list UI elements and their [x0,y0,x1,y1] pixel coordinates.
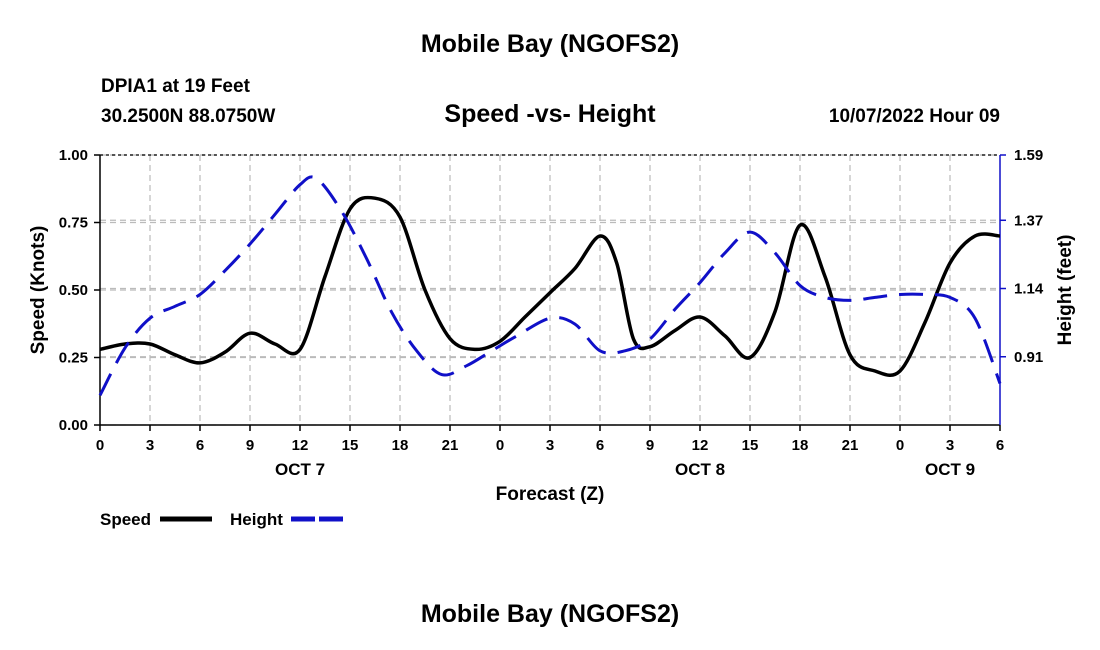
y2-tick-label: 1.37 [1014,212,1043,229]
y-axis-label: Speed (Knots) [28,226,49,355]
chart-main-title: Mobile Bay (NGOFS2) [420,30,680,58]
x-tick-label: 0 [96,437,104,454]
x-axis-label: Forecast (Z) [496,484,605,505]
forecast-datetime: 10/07/2022 Hour 09 [828,106,1000,127]
station-label: DPIA1 at 19 Feet [101,76,250,97]
y-tick-label: 0.50 [59,282,88,299]
x-tick-label: 18 [792,437,809,454]
y-tick-label: 0.25 [59,350,88,367]
y2-tick-label: 1.14 [1014,281,1044,298]
y-tick-label: 0.75 [59,215,88,232]
x-tick-label: 3 [146,437,154,454]
x-tick-label: 15 [742,437,759,454]
y-tick-label: 0.00 [59,417,88,434]
x-tick-label: 15 [342,437,359,454]
y2-tick-label: 0.91 [1014,349,1043,366]
legend-label-height: Height [230,510,283,529]
series-line-speed [99,195,1001,378]
x-tick-label: 3 [946,437,954,454]
x-tick-label: 3 [546,437,554,454]
legend-label-speed: Speed [100,510,151,529]
x-tick-label: 18 [392,437,409,454]
x-day-label: OCT 7 [275,460,325,479]
x-tick-label: 0 [496,437,504,454]
y2-tick-label: 1.59 [1014,147,1043,164]
x-tick-label: 0 [896,437,904,454]
x-tick-label: 6 [996,437,1004,454]
x-day-label: OCT 8 [675,460,725,479]
x-tick-label: 6 [196,437,204,454]
x-tick-label: 9 [646,437,654,454]
series-line-height [98,175,1002,397]
x-tick-label: 21 [842,437,859,454]
y-tick-label: 1.00 [59,147,88,164]
x-tick-label: 9 [246,437,254,454]
x-tick-label: 12 [292,437,309,454]
y2-axis-label: Height (feet) [1055,235,1076,346]
x-tick-label: 6 [596,437,604,454]
chart-subtitle: Speed -vs- Height [444,100,656,128]
station-coordinates: 30.2500N 88.0750W [101,106,276,127]
x-tick-label: 12 [692,437,709,454]
x-day-label: OCT 9 [925,460,975,479]
footer-title: Mobile Bay (NGOFS2) [420,600,680,628]
x-tick-label: 21 [442,437,459,454]
